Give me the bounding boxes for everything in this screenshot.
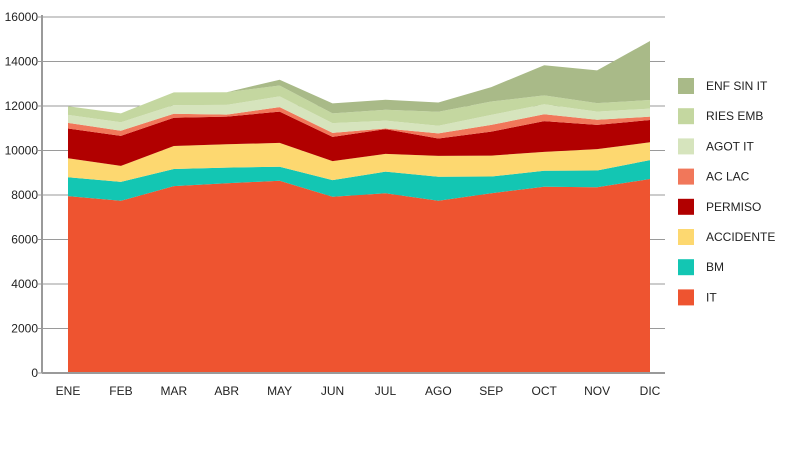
legend-swatch (678, 259, 694, 276)
area-enf-sin-it (68, 41, 650, 114)
areas (68, 41, 650, 373)
area-permiso (68, 111, 650, 166)
area-agot-it (68, 96, 650, 134)
area-ries-emb (68, 85, 650, 126)
legend-label: BM (706, 260, 724, 274)
legend-label: RIES EMB (706, 109, 763, 123)
x-tick-label: ABR (214, 384, 239, 398)
area-accidente (68, 142, 650, 182)
x-tick-label: MAY (267, 384, 292, 398)
legend-label: IT (706, 290, 717, 304)
legend-label: ACCIDENTE (706, 230, 775, 244)
y-tick-labels: 0 2000 4000 6000 8000 10000 12000 14000 16000 (5, 10, 39, 380)
area-it (68, 178, 650, 373)
legend-label: PERMISO (706, 200, 761, 214)
x-tick-label: FEB (109, 384, 132, 398)
x-tick-label: JUL (375, 384, 397, 398)
legend-swatch (678, 198, 694, 215)
y-tick-label: 2000 (11, 322, 38, 336)
x-tick-label: JUN (321, 384, 344, 398)
axes (38, 15, 665, 374)
y-tick-label: 0 (31, 366, 38, 380)
area-ac-lac (68, 107, 650, 139)
x-tick-label: ENE (56, 384, 81, 398)
x-tick-label: DIC (640, 384, 661, 398)
x-tick-label: SEP (479, 384, 503, 398)
y-tick-label: 14000 (5, 55, 39, 69)
y-tick-label: 12000 (5, 99, 39, 113)
legend-swatch (678, 78, 694, 94)
legend: ENF SIN IT RIES EMB AGOT IT AC LAC PERMISO AC… (678, 78, 775, 306)
legend-swatch (678, 108, 694, 125)
x-tick-label: OCT (532, 384, 558, 398)
legend-swatch (678, 289, 694, 306)
x-tick-labels: ENE FEB MAR ABR MAY JUN JUL AGO SEP OCT NOV DIC (56, 384, 661, 398)
legend-label: ENF SIN IT (706, 79, 768, 93)
y-tick-label: 6000 (11, 233, 38, 247)
legend-swatch (678, 138, 694, 155)
legend-label: AC LAC (706, 170, 750, 184)
y-tick-label: 8000 (11, 188, 38, 202)
area-bm (68, 160, 650, 201)
legend-swatch (678, 168, 694, 185)
x-tick-label: NOV (584, 384, 610, 398)
legend-swatch (678, 229, 694, 245)
legend-label: AGOT IT (706, 139, 754, 153)
x-tick-label: MAR (160, 384, 187, 398)
y-tick-label: 10000 (5, 144, 39, 158)
y-tick-label: 4000 (11, 277, 38, 291)
x-tick-label: AGO (425, 384, 452, 398)
y-tick-label: 16000 (5, 10, 39, 24)
